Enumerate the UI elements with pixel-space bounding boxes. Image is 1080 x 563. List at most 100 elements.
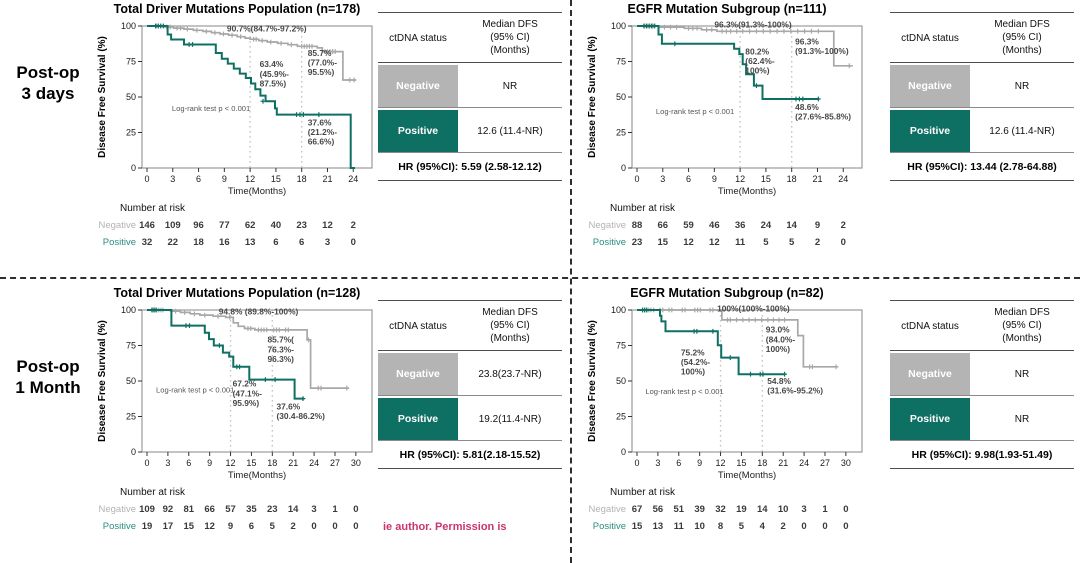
- risk-count: 32: [715, 504, 726, 515]
- svg-text:27: 27: [330, 458, 340, 468]
- risk-count: 59: [683, 220, 694, 231]
- risk-count: 0: [350, 237, 356, 248]
- risk-count: 0: [353, 504, 359, 515]
- row-label-postop-3days: Post-op 3 days: [16, 63, 80, 104]
- svg-text:12: 12: [245, 174, 255, 184]
- km-plot: 0 25 50 75 100 0 3 6 9 12 15 18 21 24 27 30 Disease Free…: [587, 303, 863, 468]
- risk-count: 6: [248, 521, 255, 532]
- risk-count: 2: [814, 237, 821, 248]
- number-at-risk-block: Number at risk Negative 109 92 81 66 57 35 23 1…: [94, 487, 380, 536]
- svg-text:18: 18: [757, 458, 767, 468]
- risk-table-title: Number at risk: [610, 203, 676, 214]
- hazard-ratio-text: HR (95%CI): 5.81(2.18-15.52): [378, 441, 562, 469]
- risk-count: 13: [244, 237, 256, 248]
- svg-text:15: 15: [271, 174, 281, 184]
- risk-row-negative: Negative 67 56 51 39 32 19 14 10 3 1 0: [584, 502, 870, 519]
- risk-count: 6: [299, 237, 305, 248]
- table-col-ctdna-status: ctDNA status: [389, 32, 447, 44]
- svg-text:24: 24: [309, 458, 319, 468]
- risk-count: 12: [683, 237, 694, 248]
- svg-text:85.7%(76.3%-96.3%): 85.7%(76.3%-96.3%): [267, 335, 294, 364]
- risk-count: 67: [631, 504, 643, 515]
- risk-count: 10: [694, 521, 705, 532]
- hazard-ratio-text: HR (95%CI): 5.59 (2.58-12.12): [378, 153, 562, 181]
- risk-count: 11: [735, 237, 746, 248]
- svg-text:Log-rank test p < 0.001: Log-rank test p < 0.001: [172, 104, 250, 113]
- table-row-positive: Positive 12.6 (11.4-NR): [378, 110, 562, 153]
- table-col-ctdna-status: ctDNA status: [389, 320, 447, 332]
- risk-count: 66: [204, 504, 215, 515]
- table-col-ctdna-status: ctDNA status: [901, 32, 959, 44]
- km-plot: 0 25 50 75 100 0 3 6 9 12 15 18 21 24 Disease Free Sur…: [97, 21, 373, 184]
- risk-row-positive: Positive 23 15 12 12 11 5 5 2 0: [584, 235, 870, 252]
- svg-text:0: 0: [634, 458, 639, 468]
- risk-table-title: Number at risk: [120, 203, 186, 214]
- panel-postop3d-total: Post-op 3 days Total Driver Mutations Po…: [0, 0, 570, 277]
- risk-count: 81: [183, 504, 195, 515]
- svg-text:67.2%(47.1%-95.9%): 67.2% (47.1%-95.9%): [233, 379, 263, 408]
- number-at-risk-block: Number at risk Negative 67 56 51 39 32 19 14 10…: [584, 487, 870, 536]
- risk-count: 36: [734, 220, 746, 231]
- svg-text:15: 15: [761, 174, 771, 184]
- risk-label-negative: Negative: [588, 504, 627, 515]
- risk-count: 8: [717, 521, 724, 532]
- risk-count: 0: [822, 521, 828, 532]
- risk-row-negative: Negative 88 66 59 46 36 24 14 9 2: [584, 218, 870, 235]
- risk-label-positive: Positive: [592, 521, 626, 532]
- svg-text:27: 27: [820, 458, 830, 468]
- table-row-negative: Negative NR: [890, 65, 1074, 108]
- risk-count: 40: [270, 220, 282, 231]
- risk-count: 92: [162, 504, 174, 515]
- table-row-negative: Negative 23.8(23.7-NR): [378, 353, 562, 396]
- svg-text:100: 100: [121, 305, 136, 315]
- risk-row-negative: Negative 109 92 81 66 57 35 23 14 3 1 0: [94, 502, 380, 519]
- svg-text:0: 0: [144, 174, 149, 184]
- risk-count: 109: [164, 220, 181, 231]
- median-dfs-table: ctDNA status Median DFS (95% CI) (Months…: [378, 300, 562, 469]
- risk-count: 2: [350, 220, 356, 231]
- table-row-negative: Negative NR: [378, 65, 562, 108]
- risk-count: 77: [219, 220, 230, 231]
- median-dfs-table: ctDNA status Median DFS (95% CI) (Months…: [890, 12, 1074, 181]
- svg-text:0: 0: [144, 458, 149, 468]
- svg-text:63.4%(45.9%-87.5%): 63.4% (45.9%-87.5%): [260, 59, 290, 88]
- svg-text:37.6%(21.2%-66.6%): 37.6% (21.2%-66.6%): [308, 117, 338, 146]
- panel-postop1m-egfr: EGFR Mutation Subgroup (n=82) 0 25 50 75 100…: [578, 284, 1078, 562]
- risk-row-negative: Negative 146 109 96 77 62 40 23 12 2: [94, 218, 380, 235]
- risk-count: 66: [657, 220, 669, 231]
- x-axis-label: Time(Months): [717, 470, 777, 481]
- risk-count: 1: [822, 504, 828, 515]
- risk-row-positive: Positive 19 17 15 12 9 6 5 2 0 0 0: [94, 519, 380, 536]
- risk-count: 23: [296, 220, 307, 231]
- svg-text:24: 24: [348, 174, 358, 184]
- svg-text:0: 0: [634, 174, 639, 184]
- svg-text:0: 0: [131, 447, 136, 457]
- panel-title: Total Driver Mutations Population (n=178…: [113, 2, 361, 16]
- panel-postop3d-egfr: EGFR Mutation Subgroup (n=111) 0 25 50 75 10…: [578, 0, 1078, 277]
- risk-count: 2: [780, 521, 786, 532]
- risk-count: 14: [287, 504, 299, 515]
- median-dfs-table: ctDNA status Median DFS (95% CI) (Months…: [890, 300, 1074, 469]
- risk-count: 146: [139, 220, 155, 231]
- risk-count: 17: [162, 521, 174, 532]
- risk-label-negative: Negative: [588, 220, 627, 231]
- risk-label-negative: Negative: [98, 220, 137, 231]
- risk-count: 6: [273, 237, 279, 248]
- risk-count: 16: [219, 237, 230, 248]
- svg-text:3: 3: [165, 458, 170, 468]
- table-row-negative: Negative NR: [890, 353, 1074, 396]
- svg-text:12: 12: [226, 458, 236, 468]
- risk-count: 23: [267, 504, 278, 515]
- svg-text:18: 18: [787, 174, 797, 184]
- svg-text:50: 50: [616, 376, 626, 386]
- risk-count: 19: [736, 504, 747, 515]
- svg-text:50: 50: [126, 92, 136, 102]
- svg-text:75: 75: [616, 57, 626, 67]
- svg-text:0: 0: [131, 163, 136, 173]
- risk-count: 46: [709, 220, 720, 231]
- risk-label-negative: Negative: [98, 504, 137, 515]
- svg-text:100%(100%-100%): 100%(100%-100%): [717, 303, 790, 313]
- svg-text:0: 0: [621, 163, 626, 173]
- risk-count: 0: [353, 521, 359, 532]
